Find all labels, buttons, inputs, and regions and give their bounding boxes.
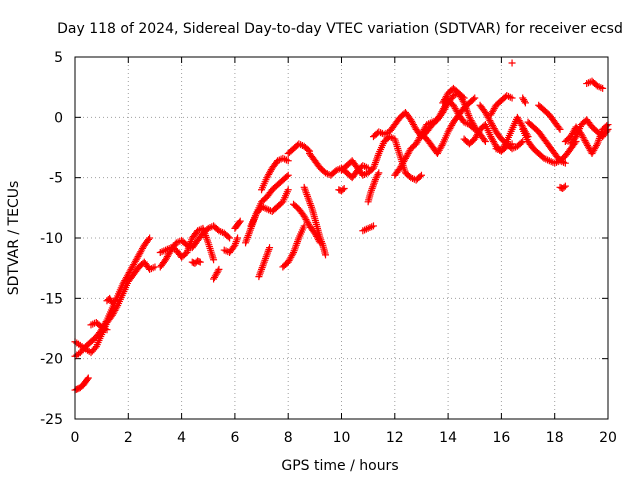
data-point [521, 99, 529, 107]
data-point [375, 169, 383, 177]
data-point [110, 298, 118, 306]
y-tick-label: 0 [54, 110, 63, 126]
y-tick-label: 5 [54, 50, 63, 66]
data-point [508, 59, 516, 67]
data-point [215, 265, 223, 273]
data-point [322, 251, 330, 259]
data-point [289, 250, 297, 258]
data-point [508, 94, 516, 102]
data-point [230, 243, 238, 251]
x-tick-label: 8 [284, 430, 293, 446]
data-point [236, 217, 244, 225]
data-point [599, 84, 607, 92]
data-point [560, 183, 568, 191]
data-point [234, 234, 242, 242]
data-point [284, 186, 292, 194]
data-point [603, 127, 611, 135]
grid [75, 57, 608, 419]
y-tick-label: -15 [40, 291, 63, 307]
data-point [517, 139, 525, 147]
y-axis-label: SDTVAR / TECUs [6, 181, 22, 296]
data-point [304, 146, 312, 154]
data-point [417, 171, 425, 179]
data-point [374, 170, 382, 178]
data-point [210, 256, 218, 264]
data-point [520, 97, 528, 105]
data-point [339, 186, 347, 194]
data-point [149, 264, 157, 272]
x-tick-label: 2 [124, 430, 133, 446]
data-point [195, 258, 203, 266]
data-point [196, 258, 204, 266]
data-points [71, 59, 612, 394]
data-point [214, 267, 222, 275]
data-point [471, 94, 479, 102]
data-point [438, 141, 446, 149]
data-point [226, 234, 234, 242]
data-point [555, 124, 563, 132]
data-point [556, 125, 564, 133]
data-point [146, 234, 154, 242]
data-point [369, 222, 377, 230]
data-point [113, 303, 121, 311]
data-point [469, 95, 477, 103]
data-point [508, 140, 516, 148]
data-point [481, 137, 489, 145]
data-point [340, 185, 348, 193]
data-point [91, 344, 99, 352]
data-point [480, 136, 488, 144]
data-point [84, 374, 92, 382]
y-tick-labels: 5 0 -5 -10 -15 -20 -25 [40, 50, 63, 428]
y-tick-label: -5 [49, 171, 63, 187]
data-point [416, 172, 424, 180]
data-point [224, 233, 232, 241]
data-point [561, 182, 569, 190]
plot-frame [74, 56, 609, 420]
data-point [284, 157, 292, 165]
y-tick-label: -10 [40, 231, 63, 247]
x-tick-label: 16 [492, 430, 510, 446]
data-point [266, 244, 274, 252]
x-tick-label: 12 [386, 430, 404, 446]
data-point [284, 171, 292, 179]
x-axis-label: GPS time / hours [281, 458, 398, 474]
x-tick-label: 18 [546, 430, 564, 446]
data-point [83, 375, 91, 383]
data-point [111, 297, 119, 305]
data-point [283, 172, 291, 180]
data-point [561, 159, 569, 167]
x-tick-label: 6 [230, 430, 239, 446]
data-point [282, 156, 290, 164]
x-tick-label: 10 [333, 430, 351, 446]
data-point [281, 155, 289, 163]
x-tick-label: 4 [177, 430, 186, 446]
data-point [520, 96, 528, 104]
data-point [103, 326, 111, 334]
x-tick-label: 14 [439, 430, 457, 446]
chart-title: Day 118 of 2024, Sidereal Day-to-day VTE… [57, 21, 623, 37]
data-point [592, 141, 600, 149]
x-tick-label: 0 [71, 430, 80, 446]
data-point [235, 218, 243, 226]
data-point [145, 235, 153, 243]
x-tick-label: 20 [599, 430, 617, 446]
x-tick-labels: 0 2 4 6 8 10 12 14 16 18 20 [71, 430, 617, 446]
data-point [506, 93, 514, 101]
y-tick-label: -20 [40, 352, 63, 368]
data-point [459, 97, 467, 105]
y-tick-label: -25 [40, 412, 63, 428]
